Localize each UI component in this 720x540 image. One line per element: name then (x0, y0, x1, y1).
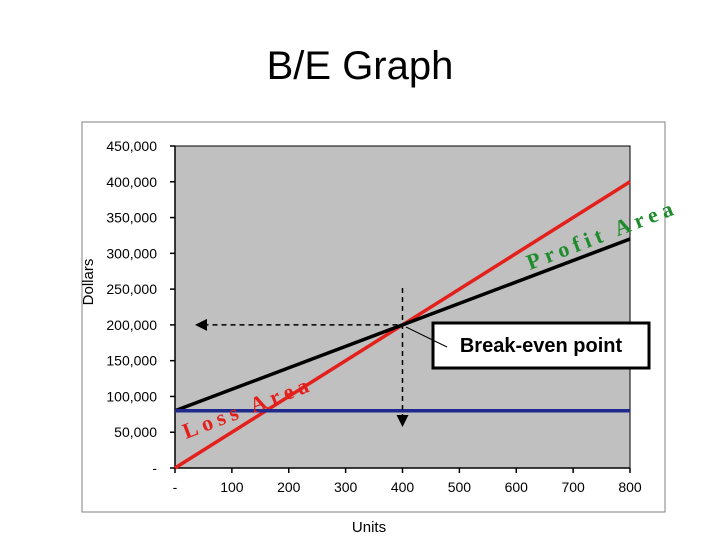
y-tick-label: 300,000 (106, 245, 157, 261)
x-tick-label: 400 (391, 479, 415, 495)
x-axis-title: Units (352, 519, 386, 536)
y-tick-label: 250,000 (106, 281, 157, 297)
y-tick-label: 150,000 (106, 353, 157, 369)
x-tick-label: 600 (505, 479, 529, 495)
y-tick-label: - (152, 460, 157, 476)
slide-title: B/E Graph (266, 44, 454, 88)
x-tick-label: - (173, 479, 178, 495)
x-tick-label: 200 (277, 479, 301, 495)
y-tick-label: 50,000 (114, 424, 157, 440)
breakeven-callout-label: Break-even point (460, 335, 623, 357)
breakeven-callout-pointer (405, 326, 448, 348)
y-tick-label: 450,000 (106, 138, 157, 154)
x-tick-label: 800 (618, 479, 642, 495)
x-tick-label: 700 (561, 479, 585, 495)
x-tick-label: 500 (448, 479, 472, 495)
y-axis-ticks: - 50,000 100,000 150,000 200,000 250,000 300,0… (106, 138, 175, 476)
x-tick-label: 100 (220, 479, 244, 495)
y-tick-label: 200,000 (106, 317, 157, 333)
y-tick-label: 100,000 (106, 388, 157, 404)
y-tick-label: 350,000 (106, 210, 157, 226)
breakeven-callout-box (431, 321, 651, 370)
y-tick-label: 400,000 (106, 174, 157, 190)
x-axis-ticks: - 100 200 300 400 500 600 700 800 (173, 468, 642, 495)
x-tick-label: 300 (334, 479, 358, 495)
y-axis-title: Dollars (80, 259, 97, 306)
